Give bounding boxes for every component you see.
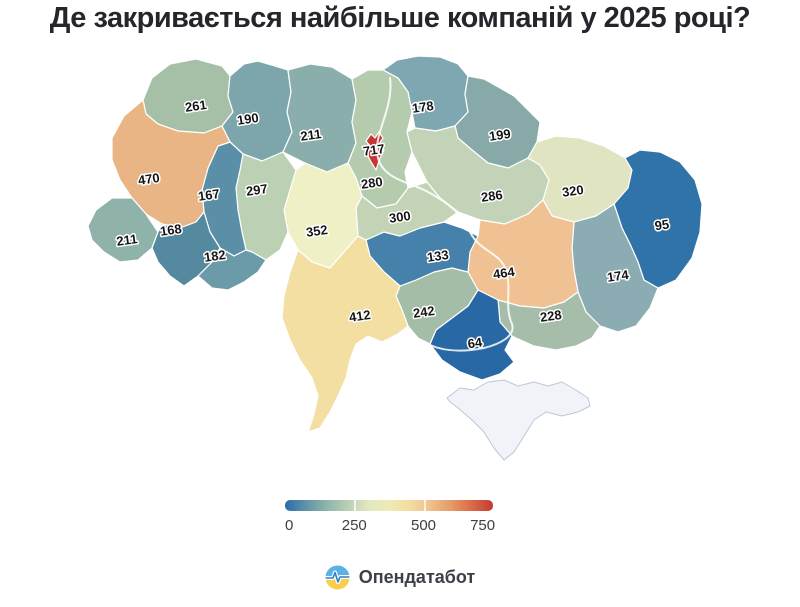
dnipro-river: [375, 77, 514, 352]
region-value-label-donetsk: 174: [606, 267, 630, 285]
legend-tick-250: 250: [341, 517, 367, 534]
region-value-label-khmelnytskyi: 297: [245, 181, 269, 199]
region-value-label-chernivtsi: 182: [203, 247, 227, 265]
opendatabot-logo-icon: [325, 565, 350, 590]
region-value-label-lviv: 470: [137, 170, 161, 188]
region-volyn[interactable]: [142, 58, 234, 134]
page-title: Де закривається найбільше компаній у 202…: [49, 2, 751, 34]
brand-footer: Опендатабот: [0, 565, 800, 590]
legend-divider: [423, 500, 426, 511]
region-value-label-dnipropetrovsk: 464: [492, 264, 516, 282]
region-value-label-volyn: 261: [184, 97, 208, 115]
region-value-label-cherkasy: 300: [388, 208, 412, 226]
legend-tick-500: 500: [411, 517, 437, 534]
region-value-label-poltava: 286: [480, 187, 504, 205]
region-value-label-kharkiv: 320: [561, 182, 585, 200]
region-odesa[interactable]: [281, 235, 409, 433]
region-value-label-rivne: 190: [236, 110, 260, 128]
region-value-label-kyiv-oblast: 280: [360, 174, 384, 192]
legend-tick-0: 0: [285, 517, 294, 534]
region-kyiv-city[interactable]: [365, 131, 385, 171]
region-value-label-zhytomyr: 211: [299, 126, 322, 144]
region-value-label-mykolaiv: 242: [412, 303, 436, 321]
region-value-label-ivano-frankivsk: 168: [159, 221, 183, 239]
region-crimea[interactable]: [446, 379, 591, 461]
region-value-label-sumy: 199: [488, 126, 512, 144]
region-value-label-ternopil: 167: [197, 186, 221, 204]
legend-divider: [354, 500, 357, 511]
region-value-label-chernihiv: 178: [411, 98, 435, 116]
region-value-label-kyiv-city: 717: [362, 141, 386, 159]
region-value-label-kherson: 64: [467, 334, 484, 351]
region-value-label-zakarpattia: 211: [115, 231, 138, 249]
color-scale-gradient-bar: [285, 500, 493, 511]
legend-tick-750: 750: [470, 517, 496, 534]
region-value-label-kirovohrad: 133: [426, 247, 450, 265]
region-zakarpattia[interactable]: [87, 197, 159, 263]
region-chernivtsi[interactable]: [197, 247, 267, 291]
legend-tick-labels: 0 250 500 750: [285, 517, 496, 535]
region-zhytomyr[interactable]: [282, 63, 357, 173]
brand-name: Опендатабот: [358, 567, 476, 587]
color-scale-legend: 0 250 500 750: [285, 500, 496, 535]
region-value-label-luhansk: 95: [654, 217, 670, 234]
region-value-label-odesa: 412: [348, 307, 372, 325]
region-value-label-vinnytsia: 352: [305, 222, 329, 240]
ukraine-choropleth-map: 261 190 211 178 199 280 286 320 95 174 464 228 64 242…: [87, 55, 703, 461]
region-zaporizhzhia[interactable]: [497, 291, 601, 351]
region-value-label-zaporizhzhia: 228: [539, 307, 563, 325]
